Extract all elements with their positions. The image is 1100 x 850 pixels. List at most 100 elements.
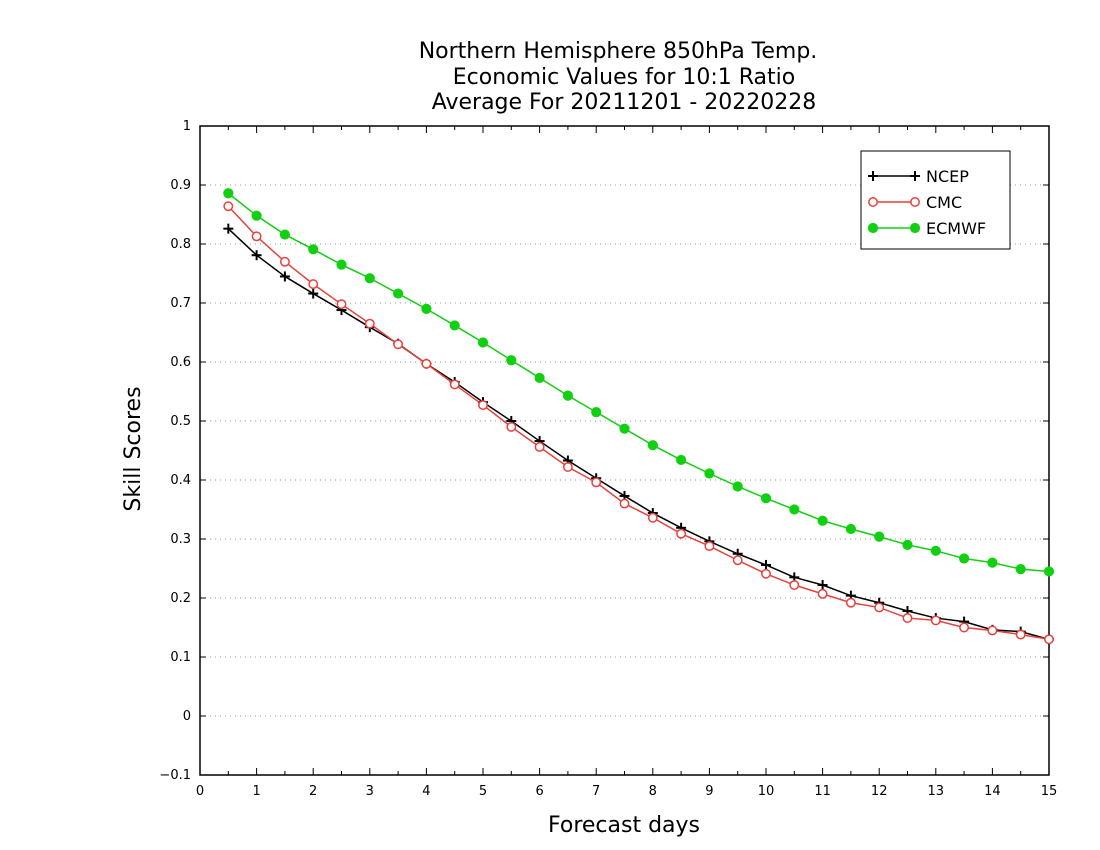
data-point-ecmwf bbox=[647, 440, 658, 451]
data-point-cmc bbox=[930, 615, 941, 626]
series-line-ncep bbox=[227, 228, 1050, 641]
data-point-cmc bbox=[336, 299, 347, 310]
data-point-ecmwf bbox=[817, 515, 828, 526]
data-point-cmc bbox=[619, 498, 630, 509]
data-point-ncep bbox=[251, 250, 262, 261]
x-tick-label: 4 bbox=[422, 784, 430, 799]
legend-box bbox=[860, 150, 1011, 250]
data-point-cmc bbox=[534, 442, 545, 452]
data-point-ecmwf bbox=[477, 337, 489, 348]
data-point-cmc bbox=[449, 379, 460, 390]
y-tick-label: 0.3 bbox=[170, 532, 191, 547]
grid-lines bbox=[200, 184, 1049, 717]
data-point-ecmwf bbox=[449, 320, 460, 331]
data-point-cmc bbox=[506, 421, 517, 432]
data-point-cmc bbox=[1044, 634, 1054, 645]
data-point-cmc bbox=[789, 580, 800, 590]
series-layer bbox=[223, 188, 1055, 645]
data-point-ecmwf bbox=[874, 531, 885, 542]
x-tick-label: 13 bbox=[928, 784, 945, 799]
series-ncep bbox=[223, 223, 1054, 645]
data-point-cmc bbox=[364, 318, 375, 329]
y-tick-label: 0.9 bbox=[170, 178, 191, 193]
y-axis-title: Skill Scores bbox=[121, 386, 146, 511]
data-point-cmc bbox=[845, 597, 856, 608]
series-ecmwf bbox=[223, 188, 1055, 577]
x-tick-label: 11 bbox=[814, 784, 831, 799]
data-point-cmc bbox=[421, 358, 432, 369]
data-point-cmc bbox=[251, 231, 262, 242]
y-tick-label: 1 bbox=[183, 119, 191, 134]
y-tick-label: 0.4 bbox=[170, 473, 191, 488]
data-point-ecmwf bbox=[1015, 563, 1026, 575]
data-point-ecmwf bbox=[760, 493, 772, 504]
data-point-cmc bbox=[591, 477, 602, 488]
data-point-cmc bbox=[1015, 629, 1026, 640]
series-line-cmc bbox=[227, 205, 1050, 641]
legend-marker-ecmwf bbox=[909, 222, 921, 234]
x-tick-label: 12 bbox=[871, 784, 888, 799]
x-tick-label: 3 bbox=[366, 784, 374, 799]
x-tick-label: 15 bbox=[1041, 784, 1058, 799]
data-point-ncep bbox=[279, 271, 290, 282]
data-point-ecmwf bbox=[732, 481, 743, 492]
legend-label-ncep: NCEP bbox=[926, 167, 969, 186]
legend-marker-ecmwf bbox=[867, 222, 879, 234]
legend: NCEP CMC ECMWF bbox=[860, 150, 1011, 250]
data-point-ecmwf bbox=[336, 259, 347, 270]
y-tick-label: 0.2 bbox=[170, 591, 191, 606]
x-tick-label: 8 bbox=[649, 784, 657, 799]
data-point-cmc bbox=[647, 512, 658, 523]
legend-entry-ecmwf: ECMWF bbox=[867, 219, 986, 238]
title-line-2: Economic Values for 10:1 Ratio bbox=[453, 65, 795, 90]
series-line-ecmwf bbox=[227, 192, 1050, 573]
data-point-ncep bbox=[308, 288, 319, 299]
data-point-ecmwf bbox=[364, 273, 375, 284]
data-point-cmc bbox=[676, 528, 687, 539]
data-point-cmc bbox=[987, 625, 998, 636]
data-point-ecmwf bbox=[789, 504, 800, 515]
legend-label-ecmwf: ECMWF bbox=[926, 219, 986, 238]
data-point-ncep bbox=[817, 580, 828, 591]
data-point-cmc bbox=[902, 613, 913, 624]
data-point-cmc bbox=[732, 555, 743, 566]
data-point-cmc bbox=[704, 541, 715, 552]
x-tick-label: 2 bbox=[309, 784, 317, 799]
data-point-ecmwf bbox=[591, 407, 602, 418]
y-tick-label: 0 bbox=[183, 709, 191, 724]
x-axis-title: Forecast days bbox=[548, 813, 700, 838]
data-point-cmc bbox=[279, 256, 290, 267]
legend-marker-ncep bbox=[868, 171, 878, 181]
legend-entry-cmc: CMC bbox=[868, 193, 962, 212]
data-point-cmc bbox=[817, 588, 828, 599]
data-point-cmc bbox=[562, 462, 573, 472]
x-tick-label: 5 bbox=[479, 784, 487, 799]
legend-marker-cmc bbox=[910, 197, 920, 207]
data-point-ecmwf bbox=[223, 188, 234, 199]
data-point-ecmwf bbox=[987, 557, 998, 568]
title-line-3: Average For 20211201 - 20220228 bbox=[432, 90, 817, 115]
y-tick-label: 0.1 bbox=[170, 650, 191, 665]
data-point-ecmwf bbox=[308, 244, 319, 255]
legend-marker-cmc bbox=[868, 197, 878, 207]
y-tick-label: 0.6 bbox=[170, 355, 191, 370]
data-point-cmc bbox=[308, 279, 319, 290]
data-point-ecmwf bbox=[393, 288, 404, 299]
x-tick-label: 7 bbox=[592, 784, 600, 799]
x-tick-label: 0 bbox=[196, 784, 204, 799]
x-tick-label: 14 bbox=[984, 784, 1001, 799]
data-point-ecmwf bbox=[902, 539, 913, 551]
x-tick-label: 10 bbox=[758, 784, 775, 799]
data-point-ncep bbox=[223, 223, 234, 234]
x-tick-label: 9 bbox=[705, 784, 713, 799]
data-point-cmc bbox=[959, 622, 970, 633]
data-point-ecmwf bbox=[704, 468, 715, 479]
data-point-ecmwf bbox=[279, 229, 290, 240]
data-point-ecmwf bbox=[506, 355, 517, 366]
data-point-ecmwf bbox=[959, 553, 970, 564]
y-tick-label: 0.8 bbox=[170, 237, 191, 252]
y-tick-label: 0.7 bbox=[170, 296, 191, 311]
x-tick-label: 6 bbox=[535, 784, 543, 799]
data-point-ecmwf bbox=[421, 303, 432, 314]
